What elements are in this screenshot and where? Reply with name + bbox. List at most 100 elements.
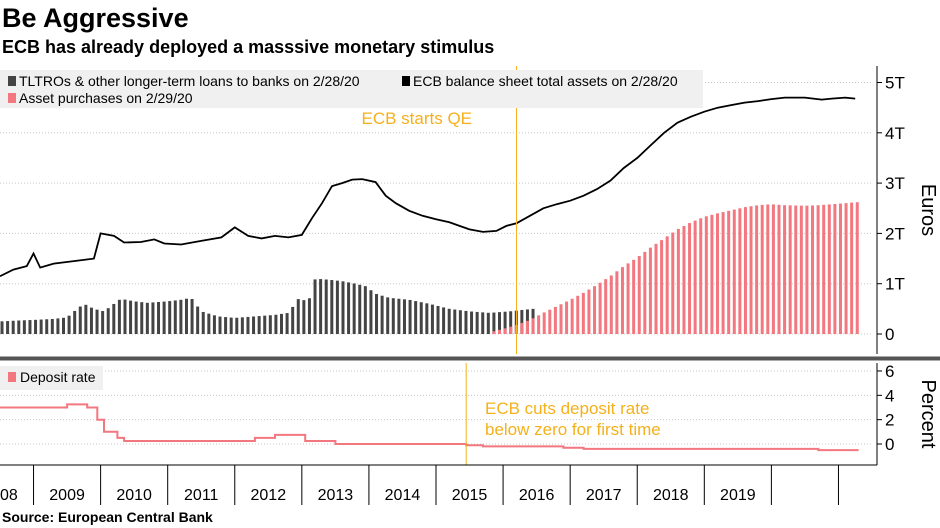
tltro-bar [45, 319, 49, 334]
tltro-bar [391, 298, 395, 334]
tltro-bar [6, 321, 10, 334]
asset-purchase-bar [525, 320, 529, 334]
tltro-bar [447, 308, 451, 334]
asset-purchase-bar [654, 243, 658, 334]
tltro-bar [56, 318, 60, 334]
tltro-bar [486, 312, 490, 334]
asset-purchase-bar [548, 309, 552, 334]
y-tick-label: 3T [885, 174, 905, 193]
tltro-bar [106, 308, 110, 334]
asset-purchase-bar [738, 208, 742, 334]
asset-purchase-bar [660, 240, 664, 334]
tltro-bar [34, 319, 38, 334]
asset-purchase-bar [816, 205, 820, 334]
asset-purchase-bar [497, 329, 501, 334]
asset-purchase-bar [537, 315, 541, 334]
asset-purchase-bar [827, 204, 831, 334]
tltro-bar [324, 279, 328, 334]
asset-purchase-bar [838, 203, 842, 334]
asset-purchase-bar [855, 202, 859, 334]
qe-annotation-label: ECB starts QE [361, 109, 472, 128]
asset-purchase-bar [604, 279, 608, 334]
tltro-bar [352, 283, 356, 334]
deposit-rate-line [0, 403, 859, 452]
tltro-bar [50, 318, 54, 334]
asset-purchase-bar [688, 223, 692, 334]
legend-label: Deposit rate [20, 369, 96, 385]
tltro-bar [162, 301, 166, 334]
asset-purchase-bar [581, 292, 585, 334]
tltro-bar [179, 299, 183, 334]
tltro-bar [458, 310, 462, 334]
legend-label: ECB balance sheet total assets on 2/28/2… [413, 73, 678, 89]
tltro-bar [307, 298, 311, 334]
asset-purchase-bar [777, 204, 781, 334]
tltro-bar [229, 317, 233, 334]
tltro-bar [78, 306, 82, 334]
y-tick-label: 6 [885, 362, 894, 381]
tltro-bar [430, 304, 434, 334]
tltro-bar [341, 281, 345, 334]
tltro-bar [436, 305, 440, 334]
tltro-bar [296, 299, 300, 334]
legend-swatch [402, 76, 410, 86]
tltro-bar [89, 307, 93, 334]
asset-purchase-bar [553, 306, 557, 334]
tltro-bar [218, 316, 222, 334]
tltro-bar [101, 311, 105, 334]
tltro-bar [235, 317, 239, 334]
x-tick-label: 2010 [116, 487, 152, 504]
y-tick-label: 4 [885, 386, 894, 405]
asset-purchase-bar [492, 331, 496, 334]
asset-purchase-bar [710, 214, 714, 334]
asset-purchase-bar [570, 298, 574, 334]
legend-swatch [8, 93, 16, 103]
tltro-bar [347, 282, 351, 334]
tltro-bar [274, 314, 278, 334]
asset-purchase-bar [749, 206, 753, 334]
source-note: Source: European Central Bank [2, 509, 213, 525]
tltro-bar [95, 309, 99, 334]
asset-purchase-bar [811, 205, 815, 334]
tltro-bar [190, 298, 194, 334]
tltro-bar [402, 299, 406, 334]
tltro-bar [168, 301, 172, 334]
tltro-bar [319, 279, 323, 334]
top-legend-bg [0, 70, 703, 108]
asset-purchase-bar [559, 304, 563, 334]
asset-purchase-bar [699, 218, 703, 334]
asset-purchase-bar [509, 326, 513, 334]
tltro-bar [257, 316, 261, 334]
chart-title: Be Aggressive [2, 3, 189, 33]
y-axis-title: Percent [917, 380, 939, 449]
tltro-bar [140, 302, 144, 334]
asset-purchase-bar [794, 205, 798, 334]
asset-purchase-bar [593, 286, 597, 334]
tltro-bar [0, 321, 4, 334]
tltro-bar [386, 297, 390, 334]
tltro-bar [129, 300, 133, 334]
y-tick-label: 5T [885, 74, 905, 93]
balance-sheet-line [0, 96, 856, 278]
tltro-bar [492, 312, 496, 334]
asset-purchase-bar [704, 216, 708, 334]
asset-purchase-bar [576, 295, 580, 334]
asset-purchase-bar [520, 322, 524, 334]
asset-purchase-bar [637, 256, 641, 334]
asset-purchase-bar [727, 210, 731, 334]
tltro-bar [279, 313, 283, 334]
x-tick-label: 2008 [0, 487, 18, 504]
tltro-bar [240, 317, 244, 334]
tltro-bar [201, 311, 205, 334]
tltro-bar [425, 303, 429, 334]
tltro-bar [453, 309, 457, 334]
tltro-bar [117, 299, 121, 334]
asset-purchase-bar [643, 251, 647, 334]
tltro-bar [475, 311, 479, 334]
asset-purchase-bar [755, 205, 759, 334]
asset-purchase-bar [648, 247, 652, 334]
asset-purchase-bar [844, 203, 848, 334]
tltro-bar [285, 313, 289, 334]
asset-purchase-bar [805, 205, 809, 334]
tltro-bar [520, 310, 524, 334]
